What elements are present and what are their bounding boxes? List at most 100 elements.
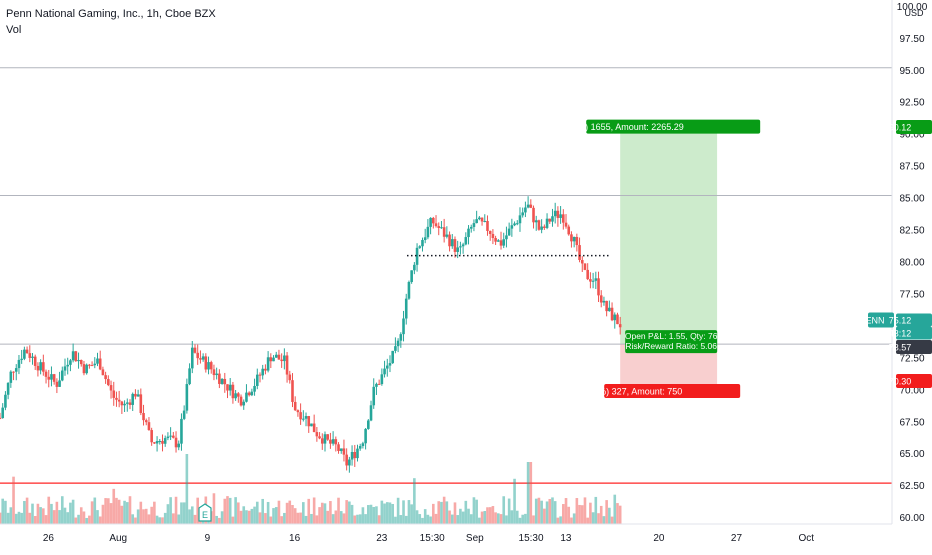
volume-bar: [367, 505, 370, 524]
target-zone[interactable]: [620, 132, 718, 345]
volume-bar: [277, 500, 281, 524]
volume-bar: [342, 513, 346, 524]
candle: [437, 226, 441, 228]
volume-bar: [274, 507, 278, 524]
symbol-badge[interactable]: PENN: [859, 312, 894, 328]
candle: [350, 451, 354, 460]
time-tick-label: 27: [731, 533, 743, 544]
candle: [215, 373, 218, 376]
candle: [529, 204, 533, 208]
volume-bar: [139, 501, 143, 524]
candle: [96, 358, 99, 364]
price-axis[interactable]: 100.00 97.50 95.00 92.50 90.00 87.50 85.00 82.5…: [897, 2, 928, 524]
candle: [47, 376, 51, 380]
volume-bar: [66, 512, 70, 524]
volume-bar: [364, 514, 367, 524]
volume-bar: [31, 503, 34, 524]
volume-bar: [394, 516, 397, 524]
volume-bar: [358, 514, 362, 524]
volume-bar: [14, 513, 18, 524]
volume-indicator-label[interactable]: Vol: [6, 24, 22, 36]
candle: [283, 355, 286, 362]
candle: [125, 402, 129, 404]
candle: [261, 368, 264, 376]
time-tick-label: Aug: [109, 533, 127, 544]
candle: [480, 217, 484, 222]
candle: [0, 417, 2, 419]
candle: [591, 280, 595, 282]
volume-bar: [543, 508, 546, 524]
volume-bar: [589, 502, 592, 524]
volume-bar: [548, 498, 552, 524]
volume-bar: [426, 514, 430, 524]
candle: [136, 394, 140, 397]
countdown-badge[interactable]: 43:12: [889, 326, 932, 340]
volume-bar: [556, 517, 560, 524]
level-price-badge[interactable]: 73.57: [889, 340, 932, 354]
open-pl-box-bg: [625, 330, 718, 354]
volume-bar: [453, 502, 457, 524]
candle: [421, 240, 424, 247]
candle: [293, 401, 297, 411]
earnings-marker[interactable]: E: [198, 503, 212, 522]
candle: [597, 278, 600, 296]
candle: [288, 374, 292, 381]
candle: [117, 399, 121, 402]
candle: [580, 260, 584, 264]
candle: [572, 236, 576, 242]
candle: [553, 210, 557, 217]
volume-bar: [480, 511, 484, 524]
volume-bar: [177, 514, 181, 524]
target-label[interactable]: Target: 16.55 (22.50%) 1655, Amount: 226…: [497, 119, 761, 134]
candle: [513, 223, 516, 226]
candle: [280, 359, 283, 362]
candle: [586, 269, 589, 280]
volume-bar: [499, 514, 503, 524]
volume-bar: [182, 502, 186, 524]
candle: [239, 396, 243, 406]
volume-bar: [518, 517, 522, 524]
volume-bar: [185, 454, 189, 524]
candle: [307, 416, 311, 427]
price-tick-label: 90.00: [899, 130, 924, 141]
candle: [177, 443, 181, 448]
volume-bar: [491, 506, 495, 524]
volume-bar: [6, 512, 10, 524]
candle: [453, 239, 457, 252]
time-tick-label: 15:30: [519, 533, 544, 544]
target-price-badge[interactable]: 90.12: [889, 120, 932, 134]
volume-bar: [231, 516, 235, 524]
candle: [564, 222, 568, 227]
symbol-title[interactable]: Penn National Gaming, Inc., 1h, Cboe BZX: [6, 8, 216, 20]
candle: [142, 412, 145, 421]
volume-bar: [339, 511, 343, 524]
volume-bar: [553, 501, 557, 524]
candle: [537, 220, 541, 230]
candle: [199, 358, 202, 360]
stop-price-badge[interactable]: 70.30: [889, 374, 932, 388]
candle: [334, 439, 338, 445]
last-price-badge[interactable]: 75.12: [889, 313, 932, 327]
stop-label[interactable]: Stop: 3.27 (4.44%) 327, Amount: 750: [534, 383, 741, 398]
candle: [499, 240, 503, 246]
candle: [228, 384, 232, 391]
volume-bar: [215, 515, 218, 524]
volume-bar: [60, 496, 64, 524]
price-tick-label: 85.00: [899, 194, 924, 205]
candle: [318, 436, 321, 439]
volume-bar: [77, 514, 80, 524]
volume-bar: [597, 513, 600, 524]
volume-bar: [169, 497, 172, 524]
volume-bar: [578, 504, 581, 524]
candle: [209, 362, 213, 370]
volume-bar: [153, 501, 156, 524]
candle: [467, 228, 470, 238]
candle: [456, 247, 459, 252]
volume-bar: [104, 498, 107, 524]
candle: [413, 264, 416, 271]
time-axis[interactable]: 26 Aug 9 16 23 15:30 Sep 15:30 13 20 27 Oct: [43, 533, 814, 544]
volume-bar: [228, 497, 232, 524]
